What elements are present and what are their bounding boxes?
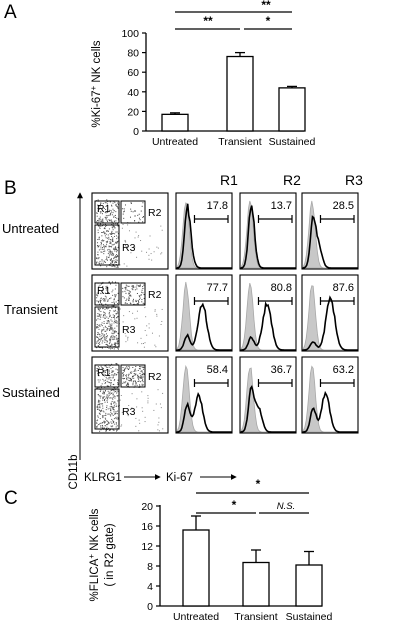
gate-r1 [94,200,120,224]
panel-c-bar-untreated [182,529,210,607]
col-header-r1: R1 [220,172,238,188]
gate-r3 [94,224,120,266]
panel-c-ylabel-line1: %FLICA+ NK cells [87,508,101,601]
panel-a-sig-transient-sustained: * [266,14,271,28]
panel-a-bar-sustained [278,87,306,132]
panel-c-sig-untreated-transient: * [232,498,237,512]
panel-c-ytick-label: 0 [147,601,153,613]
panel-a-label: A [4,2,17,23]
gate-r2-label: R2 [148,207,162,219]
gate-r3-label: R3 [122,324,136,336]
histogram-percent: 36.7 [271,364,292,376]
panel-c-label: C [4,488,18,509]
gate-r2-label: R2 [148,289,162,301]
cd11b-axis-label: CD11b [68,455,80,490]
gate-r1-label: R1 [97,367,111,379]
panel-c-ylabel-line2: ( in R2 gate) [104,523,116,586]
panel-c-ytick-label: 4 [147,581,153,593]
histogram-untreated-r1: 17.8 [175,192,233,270]
panel-a-ytick-label: 80 [127,48,139,60]
gate-r2 [120,364,146,388]
panel-a-ytick-label: 0 [133,126,139,138]
panel-c-ytick-label: 8 [147,561,153,573]
panel-c-sig-untreated-sustained: * [256,477,261,491]
histogram-transient-r1: 77.7 [175,274,233,352]
row-label-sustained: Sustained [2,385,60,400]
panel-a-bar-untreated [161,113,189,132]
histogram-percent: 58.4 [207,364,228,376]
panel-c-ytick-label: 16 [141,521,153,533]
gate-r1 [94,364,120,388]
panel-c-category-label: Untreated [173,611,219,623]
histogram-percent: 80.8 [271,282,292,294]
histogram-sustained-r3: 63.2 [301,356,359,434]
histogram-percent: 63.2 [333,364,354,376]
ki67-axis-label: Ki-67 [166,472,193,484]
histogram-percent: 17.8 [207,200,228,212]
panel-a-category-label: Sustained [269,136,316,148]
panel-c-ytick-label: 12 [141,541,153,553]
histogram-transient-r2: 80.8 [239,274,297,352]
histogram-sustained-r1: 58.4 [175,356,233,434]
histogram-percent: 77.7 [207,282,228,294]
panel-a-ytick-label: 60 [127,67,139,79]
histogram-percent: 28.5 [333,200,354,212]
histogram-percent: 13.7 [271,200,292,212]
panel-c-bar-transient [242,561,270,607]
row-label-untreated: Untreated [2,221,59,236]
klrg1-axis-label: KLRG1 [84,472,122,484]
gate-r3 [94,388,120,430]
panel-a-category-label: Transient [218,136,261,148]
gate-r3 [94,306,120,348]
panel-a-ylabel: %Ki-67+ NK cells [89,40,103,127]
row-label-transient: Transient [4,302,58,317]
panel-b-label: B [4,178,17,199]
gate-r2 [120,282,146,306]
dotplot-sustained: R1 R2 R3 [91,356,169,434]
gate-r2 [120,200,146,224]
panel-c-sig-transient-sustained: N.S. [277,501,295,512]
panel-a-ytick-label: 20 [127,106,139,118]
histogram-transient-r3: 87.6 [301,274,359,352]
panel-c-category-label: Sustained [286,611,333,623]
histogram-sustained-r2: 36.7 [239,356,297,434]
gate-r3-label: R3 [122,406,136,418]
histogram-percent: 87.6 [333,282,354,294]
histogram-untreated-r2: 13.7 [239,192,297,270]
dotplot-transient: R1 R2 R3 [91,274,169,352]
col-header-r3: R3 [345,172,363,188]
gate-r1 [94,282,120,306]
panel-c-category-label: Transient [234,611,277,623]
gate-r1-label: R1 [97,203,111,215]
panel-c-bar-sustained [295,564,323,607]
panel-a-bar-transient [226,55,254,132]
col-header-r2: R2 [283,172,301,188]
panel-a-ytick-label: 100 [121,28,139,40]
gate-r3-label: R3 [122,242,136,254]
panel-a-category-label: Untreated [152,136,198,148]
panel-a-sig-untreated-sustained: ** [261,0,271,12]
dotplot-untreated: R1 R2 R3 [91,192,169,270]
histogram-untreated-r3: 28.5 [301,192,359,270]
gate-r2-label: R2 [148,371,162,383]
panel-a-ytick-label: 40 [127,87,139,99]
gate-r1-label: R1 [97,285,111,297]
panel-c-ytick-label: 20 [141,501,153,513]
panel-a-sig-untreated-transient: ** [203,14,213,28]
